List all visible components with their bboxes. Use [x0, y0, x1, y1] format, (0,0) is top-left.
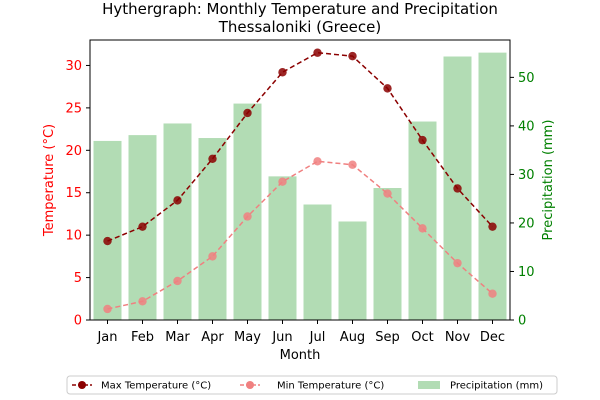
precip-bar-jul	[303, 204, 332, 320]
precipitation-bars	[93, 52, 507, 321]
x-tick-label-aug: Aug	[340, 330, 365, 345]
precip-bar-oct	[408, 121, 437, 320]
max-temperature-point-jun	[278, 68, 287, 77]
max-temperature-point-apr	[208, 154, 217, 163]
min-temperature-point-dec	[488, 289, 497, 298]
x-tick-label-dec: Dec	[480, 330, 505, 345]
y-right-tick-label: 0	[518, 314, 526, 329]
y-left-tick-label: 5	[74, 271, 82, 286]
x-tick-label-jun: Jun	[271, 330, 292, 345]
max-temperature-line	[107, 51, 494, 242]
precip-bar-aug	[338, 221, 367, 320]
y-left-tick-label: 10	[65, 229, 82, 244]
min-temperature-point-jan	[103, 304, 112, 314]
min-temperature-point-may	[243, 212, 252, 221]
precip-bar-dec	[478, 52, 507, 321]
chart-axes: 0 5 10 15 20 25 30 0 10 20 30 40 50 Jan Feb Mar Apr May Ju…	[65, 39, 535, 345]
legend-label-min-temperature: Min Temperature (°C)	[277, 381, 384, 392]
max-temperature-point-mar	[173, 196, 182, 205]
x-tick-label-feb: Feb	[131, 330, 154, 345]
y-right-tick-label: 30	[518, 168, 535, 183]
y-axis-left-label: Temperature (°C)	[42, 124, 57, 237]
max-temperature-point-nov	[453, 184, 462, 193]
y-left-tick-label: 30	[65, 59, 82, 74]
precip-bar-sep	[373, 188, 402, 320]
max-temperature-point-oct	[418, 135, 427, 145]
y-left-tick-label: 15	[65, 186, 82, 201]
min-temperature-line	[107, 160, 493, 310]
min-temperature-point-oct	[418, 224, 427, 233]
max-temperature-point-feb	[138, 222, 147, 231]
chart-title: Hythergraph: Monthly Temperature and Pre…	[102, 0, 498, 18]
x-tick-label-nov: Nov	[445, 330, 471, 345]
legend-label-precipitation: Precipitation (mm)	[450, 381, 543, 392]
x-tick-label-jan: Jan	[96, 330, 117, 345]
max-temperature-point-dec	[488, 222, 497, 231]
y-right-tick-label: 10	[518, 265, 535, 280]
plot-frame	[89, 39, 511, 321]
y-left-tick-label: 25	[65, 101, 82, 116]
chart-subtitle: Thessaloniki (Greece)	[218, 18, 381, 36]
y-right-tick-label: 50	[518, 71, 535, 86]
precip-bar-may	[233, 103, 262, 320]
precip-bar-jun	[268, 176, 297, 320]
y-right-tick-label: 20	[518, 216, 535, 231]
min-temperature-point-aug	[348, 160, 357, 169]
precip-bar-mar	[163, 123, 192, 320]
legend-frame	[66, 375, 558, 395]
precip-bar-jan	[93, 140, 122, 320]
min-temperature-point-nov	[453, 258, 462, 268]
x-axis-label: Month	[280, 348, 321, 363]
y-left-tick-label: 20	[65, 144, 82, 159]
x-tick-label-oct: Oct	[411, 330, 433, 345]
y-axis-right-label: Precipitation (mm)	[541, 120, 556, 241]
x-tick-label-mar: Mar	[165, 330, 190, 345]
y-left-tick-label: 0	[74, 314, 82, 329]
max-temperature-point-aug	[348, 51, 357, 61]
max-temperature-point-may	[243, 108, 252, 118]
min-temperature-point-jun	[278, 177, 287, 186]
max-temperature-point-jul	[313, 48, 322, 57]
legend-marker-min-temperature	[246, 381, 254, 389]
chart-legend: Max Temperature (°C) Min Temperature (°C)…	[66, 375, 558, 395]
min-temperature-point-sep	[383, 189, 392, 198]
min-temperature-point-jul	[313, 157, 322, 166]
min-temperature-point-apr	[208, 252, 217, 261]
legend-label-max-temperature: Max Temperature (°C)	[101, 381, 211, 392]
x-tick-label-apr: Apr	[201, 330, 224, 345]
max-temperature-point-sep	[383, 84, 392, 93]
legend-swatch-precipitation	[418, 381, 440, 389]
legend-marker-max-temperature	[78, 381, 86, 389]
x-tick-label-sep: Sep	[375, 330, 400, 345]
max-temperature-point-jan	[103, 236, 112, 246]
precip-bar-apr	[198, 138, 227, 320]
min-temperature-point-feb	[138, 297, 147, 306]
temperature-lines	[103, 48, 497, 314]
min-temperature-point-mar	[173, 276, 182, 286]
x-tick-label-may: May	[234, 330, 261, 345]
x-tick-label-jul: Jul	[309, 330, 326, 345]
y-right-tick-label: 40	[518, 119, 535, 134]
